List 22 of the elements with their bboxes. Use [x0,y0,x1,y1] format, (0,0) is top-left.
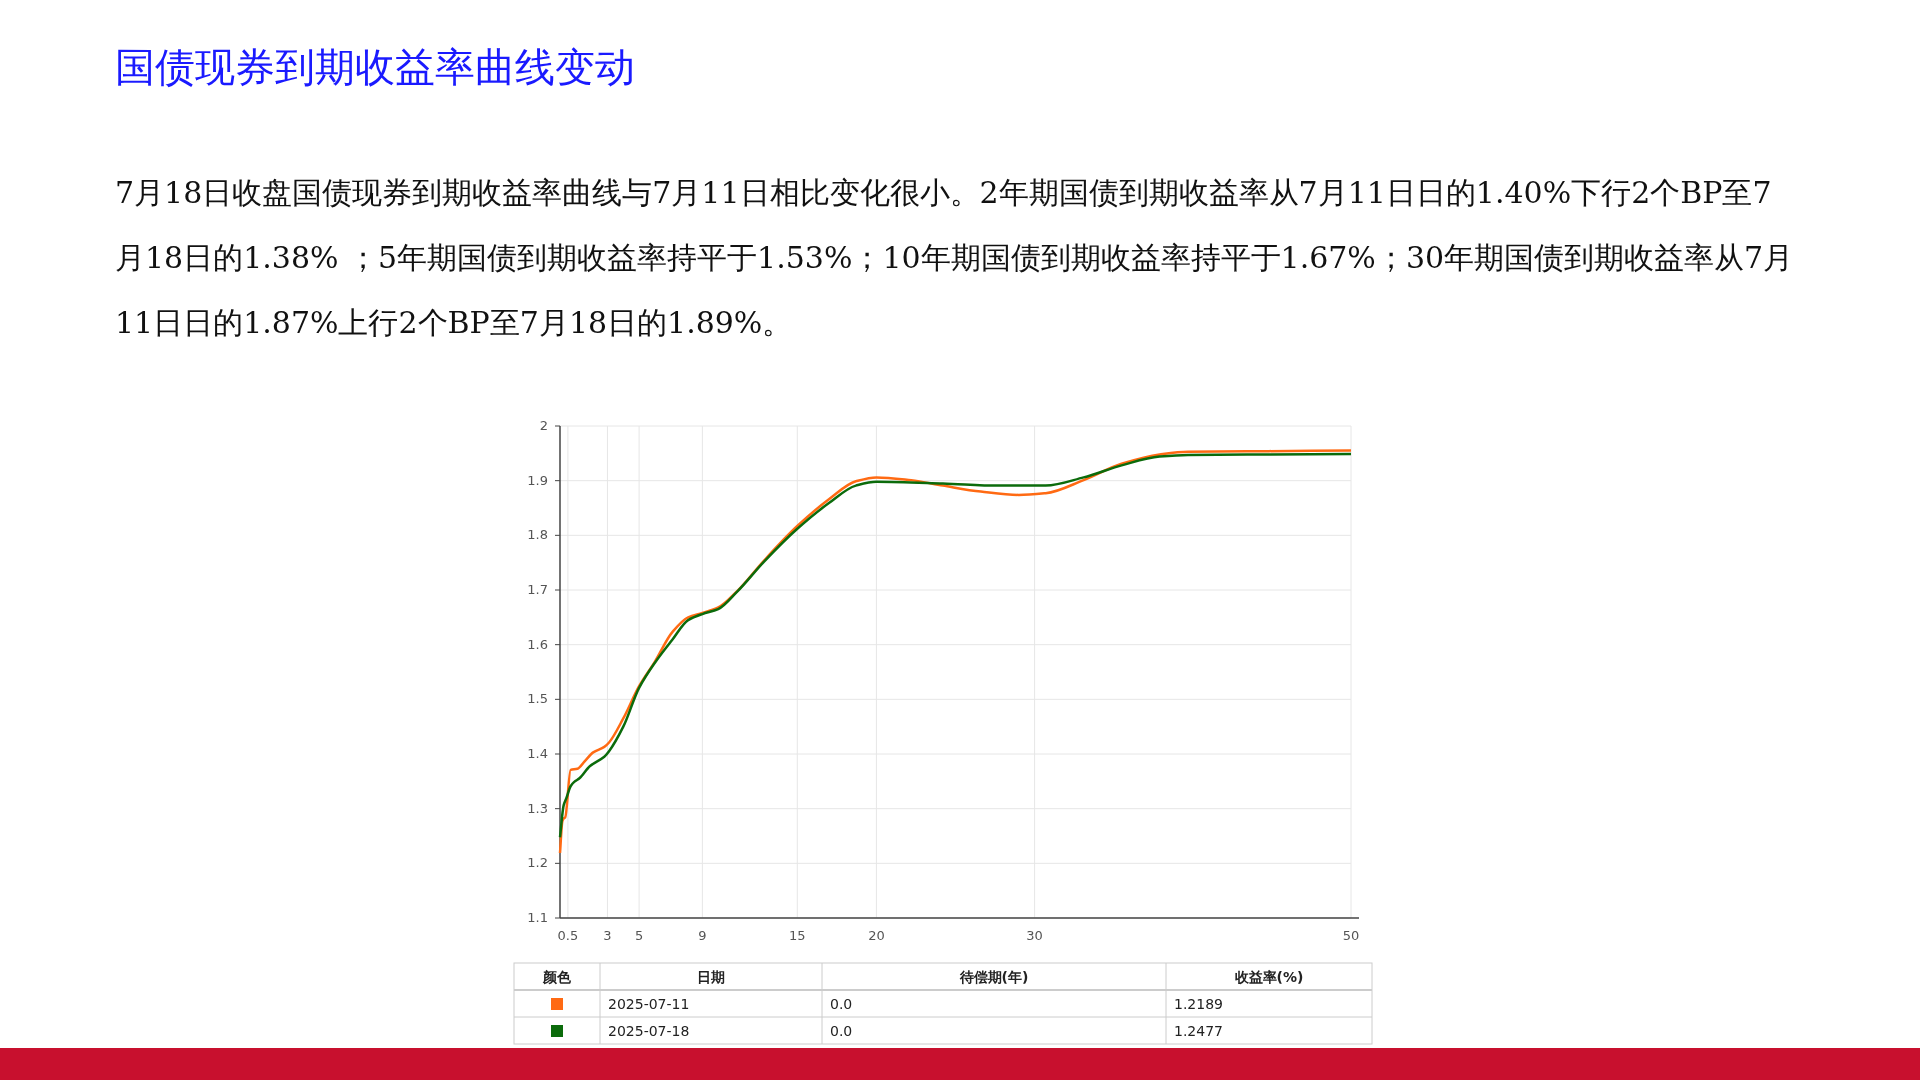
y-tick-label: 1.4 [527,746,548,761]
x-tick-label: 3 [603,928,612,943]
chart-title: 国债现券到期收益率曲线变动 [115,43,635,92]
legend-table: 颜色 日期 待偿期(年) 收益率(%) 2025-07-11 0.0 1.2189 2025-07-18 0.0 1.2477 [513,962,1373,1045]
y-tick-label: 1.2 [527,855,548,871]
y-tick-label: 1.7 [527,582,548,597]
x-tick-label: 5 [634,928,644,943]
x-tick-label: 30 [1026,928,1043,943]
x-tick-label: 9 [698,928,707,943]
x-tick-label: 15 [789,928,806,943]
x-tick-label: 50 [1342,928,1360,943]
text: 7月18日收盘国债现券到期收益率曲线与7月11日相比变化很小。2年期国债到期收益率从7月11日日的1.40%下行2个BP至7月18日的1.38% ；5年期国债到期收益率持平于1.53%；10年期国债到期收益率持平于1.67%；30年期国债到期收益率从7月11日日的1.87%上行2个BP至7月18日的1.89%。 [115,174,1795,342]
x-tick-label: 0.5 [557,928,579,943]
x-tick-label: 20 [868,928,885,943]
y-tick-label: 1.9 [527,472,548,488]
y-tick-label: 2 [539,418,548,433]
y-tick-label: 1.5 [527,691,548,707]
y-tick-label: 1.8 [527,527,548,543]
y-tick-label: 1.3 [527,800,548,816]
plot: 1.1 1.2 1.3 1.4 1.5 1.6 1.7 1.8 1.9 2 0.5 3 5 9 15 20 30 50 [527,418,1360,943]
y-tick-label: 1.1 [527,910,548,925]
y-tick-label: 1.6 [527,636,548,652]
